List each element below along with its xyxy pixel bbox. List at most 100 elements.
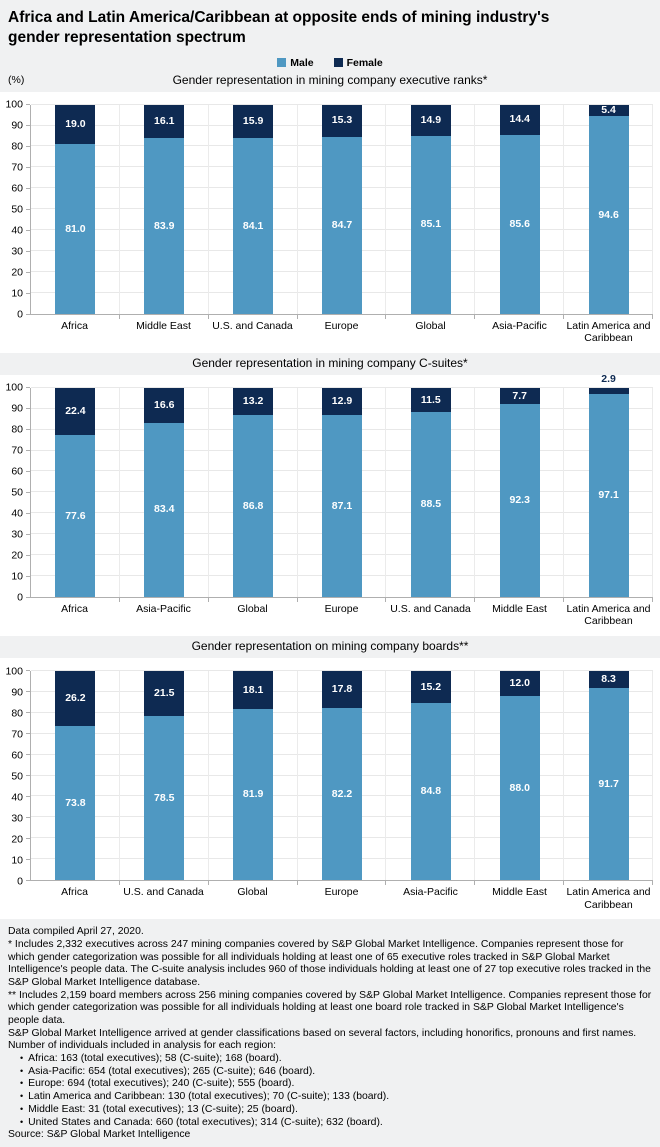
gridline-vertical (563, 671, 565, 881)
stacked-bar: 7.7 92.3 (499, 387, 540, 597)
chart-executive-ranks: (%) Gender representation in mining comp… (0, 70, 660, 353)
y-tick-mark (26, 796, 30, 798)
male-value-label: 85.1 (420, 218, 442, 231)
gridline-vertical (118, 387, 120, 597)
footnotes: Data compiled April 27, 2020. * Includes… (0, 919, 660, 1142)
female-value-label: 15.3 (331, 114, 353, 127)
y-tick-label: 50 (11, 769, 23, 782)
stacked-bar: 12.9 87.1 (321, 387, 362, 597)
female-segment: 14.9 (410, 104, 451, 136)
chart-c-suites: Gender representation in mining company … (0, 353, 660, 637)
y-tick-label: 90 (11, 119, 23, 132)
x-tick-mark (296, 314, 298, 319)
gridline-vertical (652, 104, 653, 314)
x-axis-category-label: Middle East (492, 602, 547, 615)
female-segment: 22.4 (55, 387, 96, 435)
stacked-bar: 22.4 77.6 (55, 387, 96, 597)
plot-area: 26.2 73.8 21.5 78.5 18.1 81.9 17.8 82.2 15.2 84.8… (30, 670, 653, 886)
y-tick-label: 60 (11, 748, 23, 761)
legend-female-swatch-icon (333, 58, 343, 68)
female-value-label: 15.2 (420, 680, 442, 693)
y-tick-mark (26, 838, 30, 840)
x-axis-category-label: U.S. and Canada (390, 602, 471, 615)
bar-slot: 15.2 84.8 (386, 671, 475, 881)
y-tick-label: 20 (11, 832, 23, 845)
male-value-label: 81.0 (65, 222, 86, 235)
male-segment: 84.7 (321, 136, 362, 314)
male-value-label: 81.9 (242, 788, 264, 801)
male-segment: 92.3 (499, 403, 540, 597)
gridline-horizontal (31, 103, 653, 105)
bar-slot: 14.4 85.6 (475, 104, 564, 314)
bar-slot: 8.3 91.7 (564, 671, 653, 881)
source-line: Source: S&P Global Market Intelligence (8, 1129, 191, 1141)
female-value-label: 12.9 (331, 395, 353, 408)
y-tick-label: 0 (17, 874, 23, 887)
bar-slot: 22.4 77.6 (31, 387, 120, 597)
bar-slot: 11.5 88.5 (386, 387, 475, 597)
y-tick-label: 10 (11, 570, 23, 583)
bar-slot: 19.0 81.0 (31, 104, 120, 314)
male-segment: 81.0 (55, 144, 96, 314)
bar-slot: 16.1 83.9 (120, 104, 209, 314)
bar-slot: 26.2 73.8 (31, 671, 120, 881)
gridline-vertical (652, 387, 653, 597)
y-tick-mark (26, 250, 30, 252)
female-value-label: 8.3 (601, 673, 616, 686)
x-axis-category-label: Global (415, 319, 446, 332)
male-value-label: 82.2 (331, 787, 353, 800)
stacked-bar: 14.9 85.1 (410, 104, 451, 314)
male-segment: 81.9 (233, 708, 274, 881)
y-tick-mark (26, 187, 30, 189)
x-tick-mark (207, 314, 209, 319)
y-tick-mark (26, 817, 30, 819)
female-segment: 15.2 (410, 671, 451, 703)
y-tick-label: 20 (11, 266, 23, 279)
female-value-label: 15.9 (242, 115, 264, 128)
y-tick-mark (26, 229, 30, 231)
bar-slot: 16.6 83.4 (120, 387, 209, 597)
male-value-label: 86.8 (242, 499, 264, 512)
stacked-bar: 5.4 94.6 (588, 104, 629, 314)
y-tick-mark (26, 754, 30, 756)
x-axis-category-label: Europe (324, 886, 359, 899)
x-axis-category-label: Latin America and Caribbean (566, 886, 651, 911)
y-tick-label: 50 (11, 203, 23, 216)
x-tick-mark (652, 881, 653, 886)
y-tick-mark (26, 428, 30, 430)
male-segment: 88.5 (410, 411, 451, 597)
bar-slot: 7.7 92.3 (475, 387, 564, 597)
y-tick-label: 10 (11, 287, 23, 300)
x-axis-labels: Africa Asia-Pacific Global Europe U.S. and C… (30, 598, 653, 634)
y-tick-mark (26, 271, 30, 273)
legend-item-male: Male (277, 57, 314, 69)
stacked-bar: 15.2 84.8 (410, 671, 451, 881)
gridline-vertical (652, 671, 653, 881)
y-tick-label: 30 (11, 811, 23, 824)
y-tick-mark (26, 470, 30, 472)
page-title: Africa and Latin America/Caribbean at op… (8, 9, 550, 46)
male-segment: 78.5 (144, 715, 185, 881)
gridline-vertical (563, 104, 565, 314)
stacked-bar: 16.6 83.4 (144, 387, 185, 597)
male-segment: 85.6 (499, 134, 540, 314)
y-tick-mark (26, 596, 30, 598)
footnote-boards: ** Includes 2,159 board members across 2… (8, 989, 652, 1027)
gridline-vertical (474, 387, 476, 597)
female-value-label: 18.1 (242, 683, 264, 696)
male-segment: 87.1 (321, 414, 362, 597)
female-segment: 12.0 (499, 671, 540, 697)
female-segment: 14.4 (499, 104, 540, 135)
stacked-bar: 12.0 88.0 (499, 671, 540, 881)
y-tick-mark (26, 449, 30, 451)
x-axis-category-label: Latin America and Caribbean (566, 319, 651, 345)
gridline-horizontal (31, 670, 653, 672)
male-value-label: 77.6 (65, 509, 86, 522)
x-axis-category-label: Africa (61, 886, 88, 899)
y-tick-label: 30 (11, 528, 23, 541)
gridline-vertical (563, 387, 565, 597)
x-axis-category-label: Europe (324, 319, 359, 332)
x-tick-mark (474, 881, 476, 886)
stacked-bar: 19.0 81.0 (55, 104, 96, 314)
